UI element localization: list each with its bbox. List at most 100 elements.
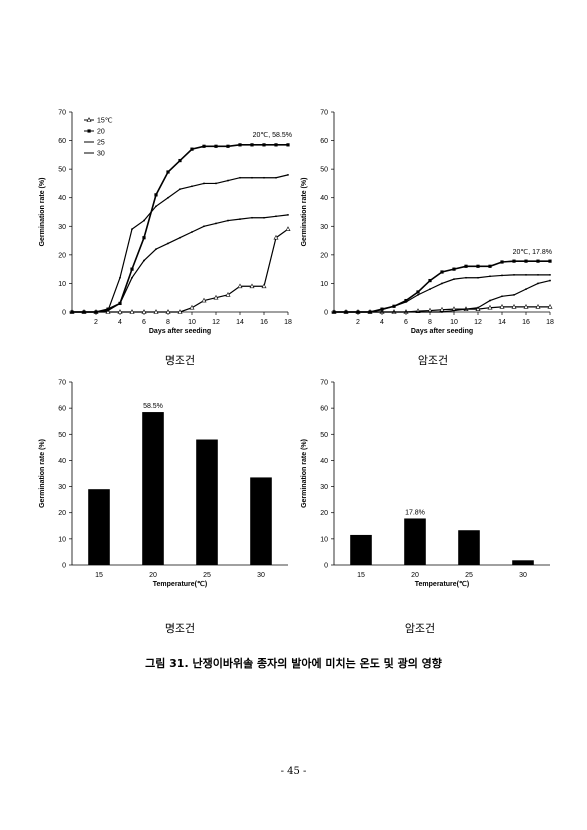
caption-dark-bar: 암조건 — [404, 622, 436, 635]
caption-light-bar: 명조건 — [164, 622, 196, 635]
data-point-3 — [537, 282, 539, 285]
data-point-3 — [179, 188, 181, 191]
x-tick-label: 25 — [465, 572, 473, 579]
data-point-0 — [225, 292, 231, 297]
data-point-0 — [177, 309, 183, 314]
data-point-3 — [549, 279, 551, 282]
data-point-3 — [131, 228, 133, 231]
x-tick-label: 4 — [118, 319, 122, 326]
data-point-2 — [429, 288, 431, 291]
y-axis-title: Germination rate (%) — [39, 178, 46, 247]
y-tick-label: 50 — [320, 167, 328, 174]
y-tick-label: 30 — [58, 224, 66, 231]
x-tick-label: 30 — [519, 572, 527, 579]
data-point-2 — [275, 215, 277, 218]
data-point-0 — [523, 304, 529, 309]
y-tick-label: 40 — [320, 458, 328, 465]
data-point-3 — [465, 308, 467, 311]
data-point-0 — [105, 309, 111, 314]
data-point-1 — [536, 259, 540, 263]
data-point-1 — [214, 144, 218, 148]
data-point-3 — [333, 311, 335, 313]
x-tick-label: 8 — [166, 319, 170, 326]
data-point-0 — [165, 309, 171, 314]
data-point-0 — [213, 294, 219, 300]
data-point-2 — [287, 213, 289, 216]
data-point-0 — [117, 309, 123, 314]
data-point-2 — [227, 219, 229, 222]
data-point-1 — [166, 170, 170, 174]
data-point-1 — [190, 147, 194, 151]
data-point-3 — [489, 299, 491, 302]
x-tick-label: 4 — [380, 319, 384, 326]
y-tick-label: 0 — [62, 563, 66, 570]
x-tick-label: 2 — [356, 319, 360, 326]
x-tick-label: 15 — [357, 572, 365, 579]
data-point-3 — [345, 311, 347, 313]
data-point-1 — [524, 259, 528, 263]
chart-dark-line-panel: 0 10 20 30 40 50 60 70 Germination rate (%) 2 4 6 8 1… — [282, 100, 562, 350]
y-tick-label: 0 — [324, 310, 328, 317]
data-point-3 — [251, 176, 253, 179]
bar-data-label: 58.5% — [143, 403, 163, 410]
data-point-3 — [417, 311, 419, 313]
data-point-3 — [215, 182, 217, 185]
bar-20 — [404, 518, 426, 565]
x-tick-label: 6 — [404, 319, 408, 326]
data-point-2 — [405, 301, 407, 303]
data-point-2 — [393, 305, 395, 308]
y-axis-title: Germination rate (%) — [301, 439, 308, 508]
data-point-2 — [263, 216, 265, 219]
y-tick-label: 50 — [320, 432, 328, 439]
y-tick-label: 60 — [58, 138, 66, 145]
data-point-1 — [238, 143, 242, 147]
data-point-1 — [262, 143, 266, 147]
legend-marker — [87, 129, 91, 133]
x-tick-label: 12 — [474, 319, 482, 326]
data-point-0 — [511, 304, 517, 309]
data-point-0 — [261, 283, 267, 289]
legend-marker — [86, 117, 92, 122]
data-point-2 — [441, 282, 443, 285]
data-point-1 — [404, 298, 408, 303]
data-point-2 — [143, 259, 145, 262]
chart-dark-line: 0 10 20 30 40 50 60 70 Germination rate (%) 2 4 6 8 1… — [301, 110, 554, 336]
data-point-0 — [129, 309, 135, 314]
data-point-0 — [285, 226, 291, 231]
y-tick-label: 40 — [58, 195, 66, 202]
data-point-1 — [154, 193, 158, 197]
data-point-2 — [417, 293, 419, 296]
data-point-1 — [500, 260, 504, 264]
data-point-0 — [547, 304, 553, 309]
data-point-1 — [464, 264, 468, 268]
legend-label: 20 — [97, 129, 105, 136]
data-point-2 — [465, 276, 467, 279]
data-point-2 — [381, 308, 383, 311]
y-tick-label: 20 — [320, 252, 328, 259]
data-point-3 — [405, 311, 407, 313]
data-point-2 — [179, 236, 181, 239]
data-point-3 — [155, 205, 157, 208]
data-point-3 — [441, 311, 443, 313]
y-tick-label: 50 — [58, 432, 66, 439]
data-point-1 — [250, 143, 254, 147]
chart-light-bar-panel: 0 10 20 30 40 50 60 70 Germination rate (%) 15 20 5… — [20, 370, 300, 600]
data-point-2 — [155, 248, 157, 251]
data-point-1 — [274, 143, 278, 147]
y-tick-label: 30 — [58, 484, 66, 491]
data-point-3 — [107, 309, 109, 312]
data-point-1 — [440, 270, 444, 274]
y-tick-label: 60 — [320, 138, 328, 145]
x-tick-label: 10 — [188, 319, 196, 326]
data-point-1 — [130, 267, 134, 271]
series-line-0 — [72, 228, 289, 313]
data-point-3 — [393, 311, 395, 313]
data-point-2 — [215, 222, 217, 225]
x-axis-title: Days after seeding — [411, 328, 473, 335]
data-point-2 — [501, 274, 503, 277]
y-tick-label: 30 — [320, 484, 328, 491]
x-tick-label: 6 — [142, 319, 146, 326]
y-tick-label: 50 — [58, 167, 66, 174]
bar-15 — [350, 534, 372, 565]
chart-light-bar: 0 10 20 30 40 50 60 70 Germination rate (%) 15 20 5… — [39, 380, 288, 588]
